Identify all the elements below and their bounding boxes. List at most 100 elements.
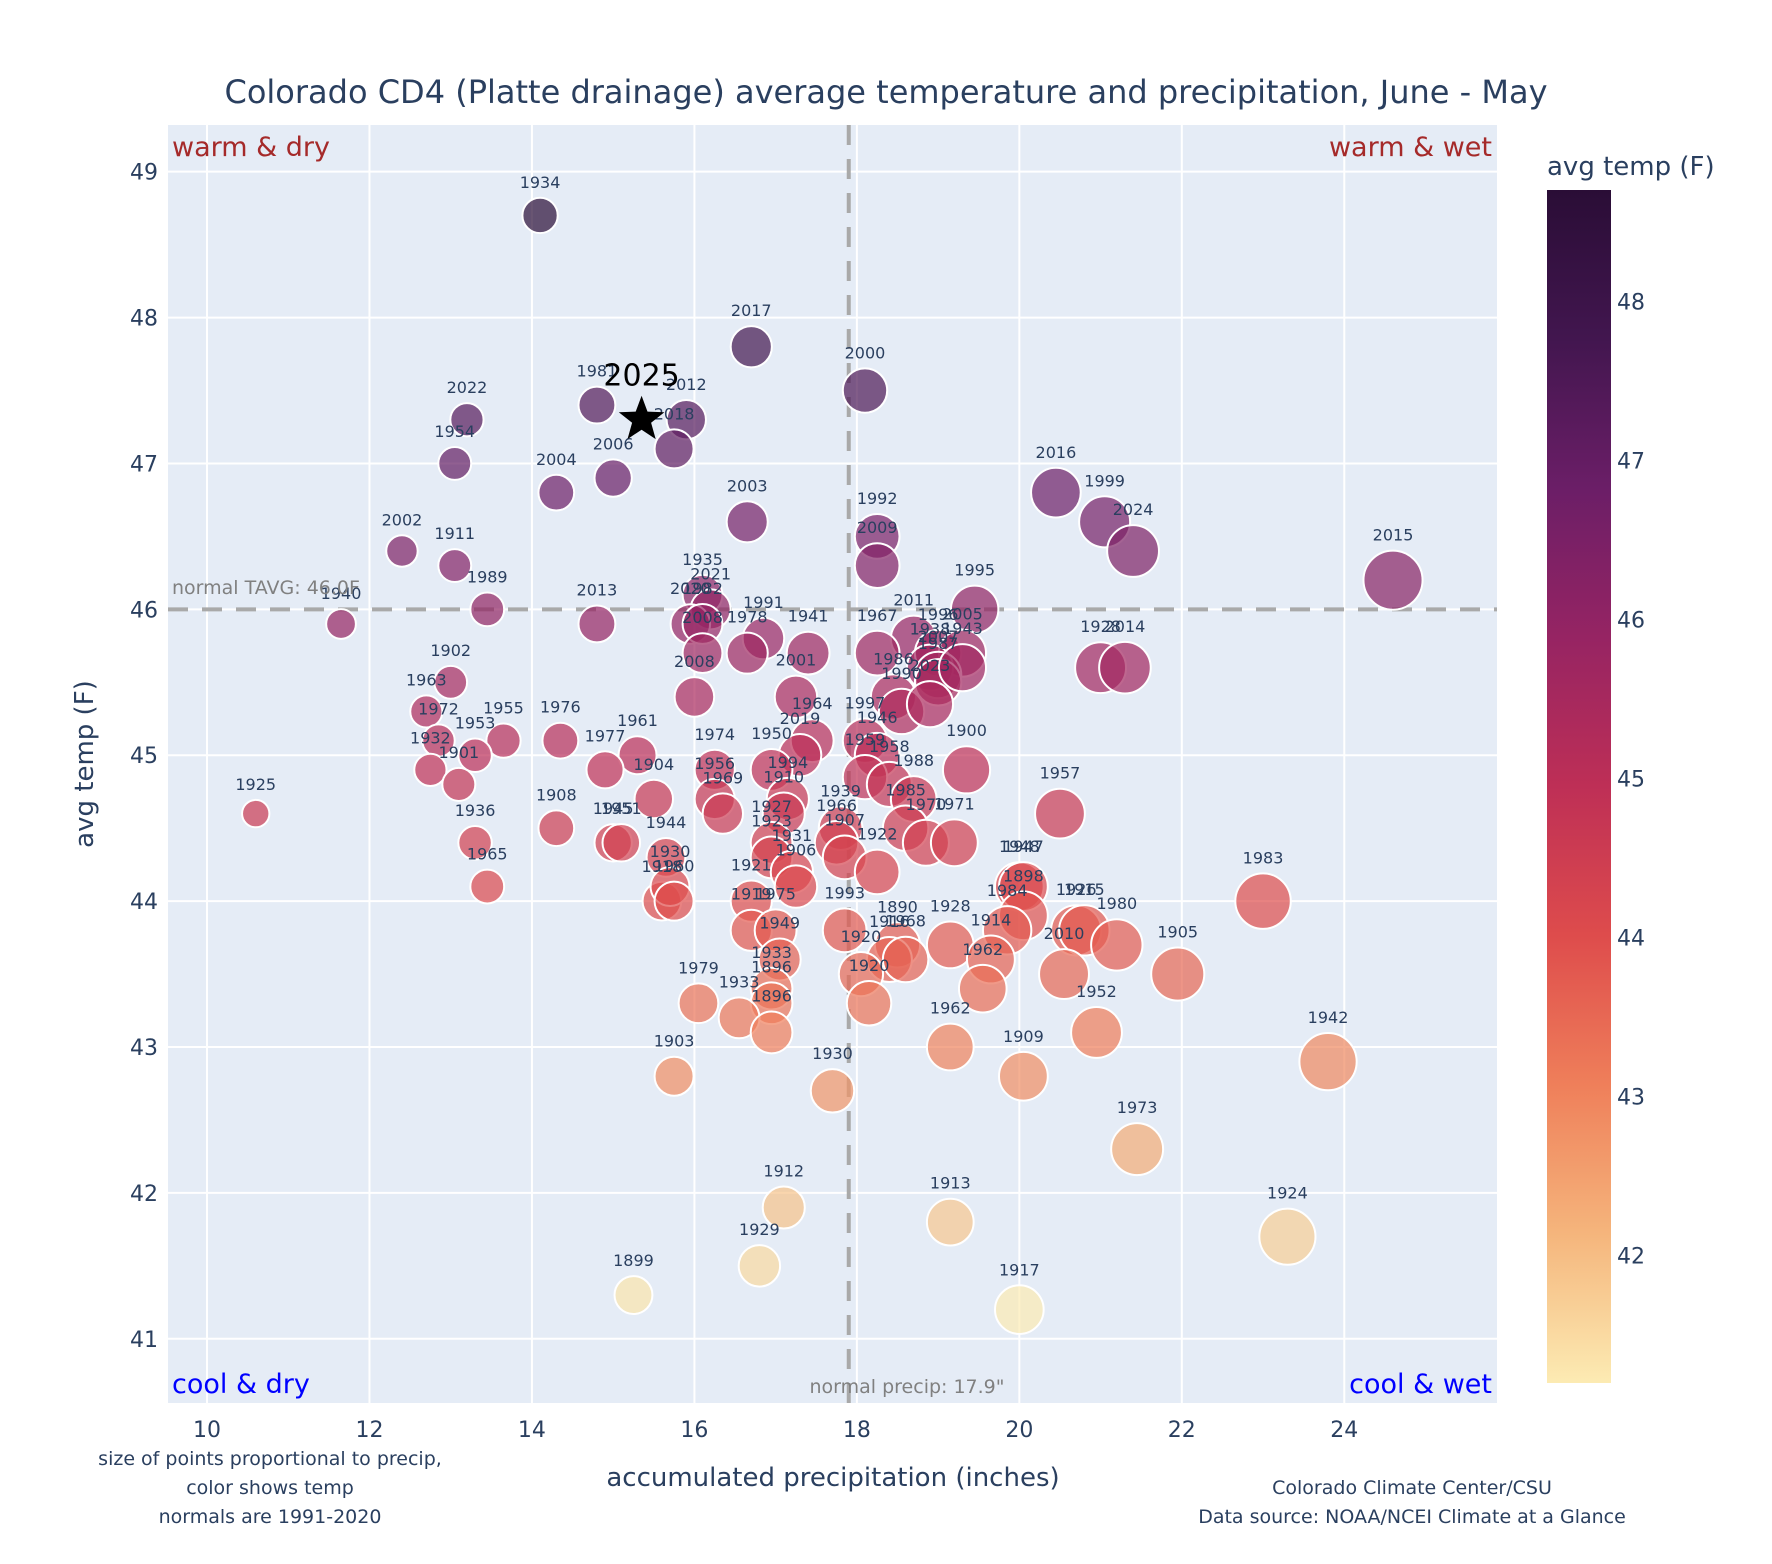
point-label: 1909 bbox=[1003, 1027, 1044, 1046]
point-label: 2007 bbox=[918, 627, 959, 646]
point-label: 1946 bbox=[857, 708, 898, 727]
highlight-star-marker bbox=[618, 395, 665, 440]
point-label: 1923 bbox=[751, 811, 792, 830]
point-2018 bbox=[653, 428, 695, 470]
point-label: 1928 bbox=[930, 897, 971, 916]
point-label: 1953 bbox=[455, 714, 496, 733]
point-1957 bbox=[1034, 787, 1086, 840]
point-1903 bbox=[653, 1055, 695, 1097]
point-2006 bbox=[593, 458, 633, 498]
point-label: 2005 bbox=[942, 605, 983, 624]
point-label: 1976 bbox=[540, 698, 581, 717]
point-1936 bbox=[457, 825, 493, 861]
point-label: 2020 bbox=[670, 579, 711, 598]
point-label: 1943 bbox=[942, 619, 983, 638]
point-label: 1938 bbox=[910, 620, 951, 639]
x-tick-labels: 10 12 14 16 18 20 22 24 bbox=[193, 1418, 1358, 1443]
point-label: 1902 bbox=[430, 641, 471, 660]
point-label: 1901 bbox=[438, 743, 479, 762]
point-1932 bbox=[413, 752, 448, 787]
point-label: 1999 bbox=[1084, 471, 1125, 490]
colorbar-tick-label: 43 bbox=[1617, 1086, 1645, 1111]
point-label: 1978 bbox=[727, 608, 768, 627]
point-label: 1933 bbox=[751, 943, 792, 962]
footnote-right: Colorado Climate Center/CSU Data source:… bbox=[1198, 1477, 1626, 1528]
point-label: 1951 bbox=[601, 799, 642, 818]
point-label: 1935 bbox=[682, 550, 723, 569]
point-label: 1922 bbox=[857, 825, 898, 844]
point-label: 1942 bbox=[1308, 1008, 1349, 1027]
colorbar-tick-label: 42 bbox=[1617, 1245, 1645, 1270]
point-label: 1896 bbox=[751, 987, 792, 1006]
point-1908 bbox=[537, 809, 576, 848]
point-label: 1948 bbox=[999, 837, 1040, 856]
point-label: 2016 bbox=[1036, 443, 1077, 462]
point-label: 1997 bbox=[845, 693, 886, 712]
quadrant-label-cool-dry: cool & dry bbox=[172, 1369, 310, 1400]
point-label: 1931 bbox=[772, 826, 813, 845]
point-2009 bbox=[853, 542, 901, 589]
point-label: 1958 bbox=[869, 737, 910, 756]
point-1965 bbox=[469, 868, 506, 905]
point-1960 bbox=[653, 880, 695, 922]
point-2008 bbox=[673, 676, 716, 718]
point-label: 2012 bbox=[666, 375, 707, 394]
point-1978 bbox=[725, 631, 769, 675]
point-1977 bbox=[585, 750, 625, 790]
point-label: 1980 bbox=[1096, 894, 1137, 913]
plot-area bbox=[168, 125, 1497, 1403]
point-label: 2003 bbox=[727, 476, 768, 495]
x-tick-label: 20 bbox=[1005, 1418, 1033, 1443]
credit-line-2: Data source: NOAA/NCEI Climate at a Glan… bbox=[1198, 1506, 1626, 1528]
point-label: 1962 bbox=[962, 940, 1003, 959]
y-tick-label: 43 bbox=[130, 1036, 158, 1061]
chart-title: Colorado CD4 (Platte drainage) average t… bbox=[224, 73, 1547, 111]
point-label: 2024 bbox=[1113, 500, 1154, 519]
normal-precip-label: normal precip: 17.9" bbox=[809, 1376, 1004, 1398]
point-1901 bbox=[441, 766, 477, 802]
point-1952 bbox=[1070, 1006, 1123, 1059]
point-label: 1927 bbox=[751, 797, 792, 816]
point-label: 2009 bbox=[857, 518, 898, 537]
point-1961 bbox=[617, 735, 658, 776]
point-2004 bbox=[537, 473, 576, 512]
point-label: 1972 bbox=[418, 699, 459, 718]
point-label: 2015 bbox=[1373, 526, 1414, 545]
point-1963 bbox=[409, 694, 444, 729]
point-label: 1975 bbox=[755, 884, 796, 903]
point-labels: 1934 2017 2000 1981 2012 2022 2018 1954 2006 2004… bbox=[235, 173, 1413, 1279]
point-1906 bbox=[773, 864, 819, 909]
point-2022 bbox=[449, 402, 485, 438]
quadrant-label-warm-wet: warm & wet bbox=[1329, 132, 1492, 163]
point-1920 bbox=[845, 980, 893, 1027]
point-label: 2014 bbox=[1105, 617, 1146, 636]
point-label: 1947 bbox=[1003, 837, 1044, 856]
point-label: 1960 bbox=[654, 857, 695, 876]
point-2000 bbox=[841, 367, 889, 414]
footnote-left: size of points proportional to precip, c… bbox=[98, 1448, 442, 1528]
point-1953 bbox=[457, 737, 493, 773]
point-label: 2011 bbox=[893, 591, 934, 610]
point-label: 1984 bbox=[987, 881, 1028, 900]
point-label: 2006 bbox=[593, 434, 634, 453]
point-label: 1932 bbox=[410, 729, 451, 748]
y-tick-label: 45 bbox=[130, 744, 158, 769]
y-axis-title: avg temp (F) bbox=[70, 680, 100, 848]
point-1940 bbox=[325, 608, 357, 640]
point-label: 2021 bbox=[690, 564, 731, 583]
point-label: 1907 bbox=[824, 810, 865, 829]
y-tick-label: 41 bbox=[130, 1328, 158, 1353]
point-1929 bbox=[737, 1244, 782, 1288]
point-label: 1959 bbox=[845, 730, 886, 749]
point-label: 1904 bbox=[633, 755, 674, 774]
point-2017 bbox=[729, 325, 773, 369]
point-1976 bbox=[541, 721, 580, 760]
footnote-left-line-1: size of points proportional to precip, bbox=[98, 1448, 442, 1470]
point-label: 1989 bbox=[467, 567, 508, 586]
point-1905 bbox=[1150, 946, 1206, 1002]
point-1968 bbox=[881, 935, 930, 984]
x-tick-label: 10 bbox=[193, 1418, 221, 1443]
point-2013 bbox=[577, 604, 617, 644]
point-label: 1963 bbox=[406, 670, 447, 689]
point-label: 1933 bbox=[719, 972, 760, 991]
